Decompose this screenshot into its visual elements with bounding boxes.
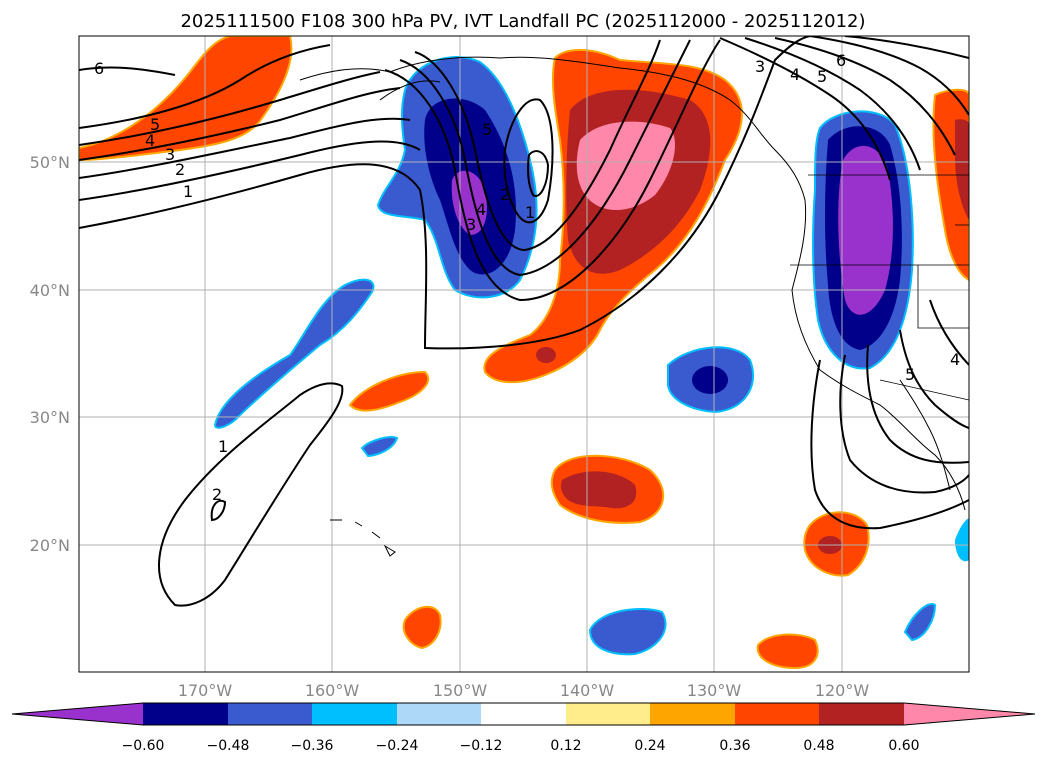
contour-label: 4 (145, 131, 155, 150)
contour-label: 1 (183, 182, 193, 201)
contour-label: 4 (950, 350, 960, 369)
colorbar-tick: 0.48 (803, 738, 834, 754)
contour-labels: 6 5 4 3 2 1 5 4 3 2 1 3 4 5 6 1 2 5 4 (94, 51, 960, 504)
colorbar-tick: 0.60 (888, 738, 919, 754)
longitude-labels: 170°W 160°W 150°W 140°W 130°W 120°W (178, 681, 870, 700)
contour-label: 2 (212, 485, 222, 504)
positive-anomaly-fill (79, 36, 969, 670)
colorbar-ticks: −0.60 −0.48 −0.36 −0.24 −0.12 0.12 0.24 … (122, 738, 920, 754)
colorbar-segment (481, 703, 566, 725)
contour-label: 4 (476, 200, 486, 219)
colorbar-segment (735, 703, 819, 725)
colorbar-tick: −0.24 (376, 738, 419, 754)
colorbar-max-extension (904, 703, 1035, 725)
colorbar-tick: 0.24 (634, 738, 665, 754)
colorbar-segment (819, 703, 904, 725)
colorbar-tick: −0.48 (207, 738, 250, 754)
colorbar: −0.60 −0.48 −0.36 −0.24 −0.12 0.12 0.24 … (11, 702, 1036, 754)
latitude-labels: 50°N 40°N 30°N 20°N (30, 153, 70, 555)
contour-label: 5 (150, 115, 160, 134)
contour-label: 5 (482, 120, 492, 139)
contour-label: 3 (466, 215, 476, 234)
lat-label: 40°N (30, 281, 70, 300)
contour-label: 1 (218, 437, 228, 456)
contour-label: 3 (165, 145, 175, 164)
lon-label: 120°W (815, 681, 870, 700)
lon-label: 170°W (178, 681, 233, 700)
colorbar-min-extension (12, 703, 143, 725)
lon-label: 140°W (560, 681, 615, 700)
lon-label: 150°W (433, 681, 488, 700)
map-area: 6 5 4 3 2 1 5 4 3 2 1 3 4 5 6 1 2 5 4 (79, 36, 969, 672)
contour-label: 4 (790, 65, 800, 84)
colorbar-tick: 0.36 (719, 738, 750, 754)
contour-label: 1 (525, 203, 535, 222)
lon-label: 160°W (305, 681, 360, 700)
colorbar-segment (228, 703, 312, 725)
contour-label: 5 (817, 67, 827, 86)
colorbar-tick: −0.12 (460, 738, 503, 754)
lon-label: 130°W (687, 681, 742, 700)
contour-label: 6 (836, 51, 846, 70)
contour-label: 5 (905, 365, 915, 384)
colorbar-segment (312, 703, 397, 725)
colorbar-tick: 0.12 (550, 738, 581, 754)
contour-label: 6 (94, 59, 104, 78)
contour-label: 3 (755, 57, 765, 76)
contour-label: 2 (500, 185, 510, 204)
lat-label: 20°N (30, 536, 70, 555)
lat-label: 50°N (30, 153, 70, 172)
figure-title: 2025111500 F108 300 hPa PV, IVT Landfall… (180, 11, 865, 32)
contour-label: 2 (175, 160, 185, 179)
colorbar-tick: −0.60 (122, 738, 165, 754)
colorbar-segment (397, 703, 481, 725)
colorbar-segment (143, 703, 228, 725)
height-contours (79, 36, 969, 607)
colorbar-segment (650, 703, 735, 725)
colorbar-tick: −0.36 (291, 738, 334, 754)
lat-label: 30°N (30, 408, 70, 427)
map-border (78, 35, 970, 673)
colorbar-segment (566, 703, 650, 725)
